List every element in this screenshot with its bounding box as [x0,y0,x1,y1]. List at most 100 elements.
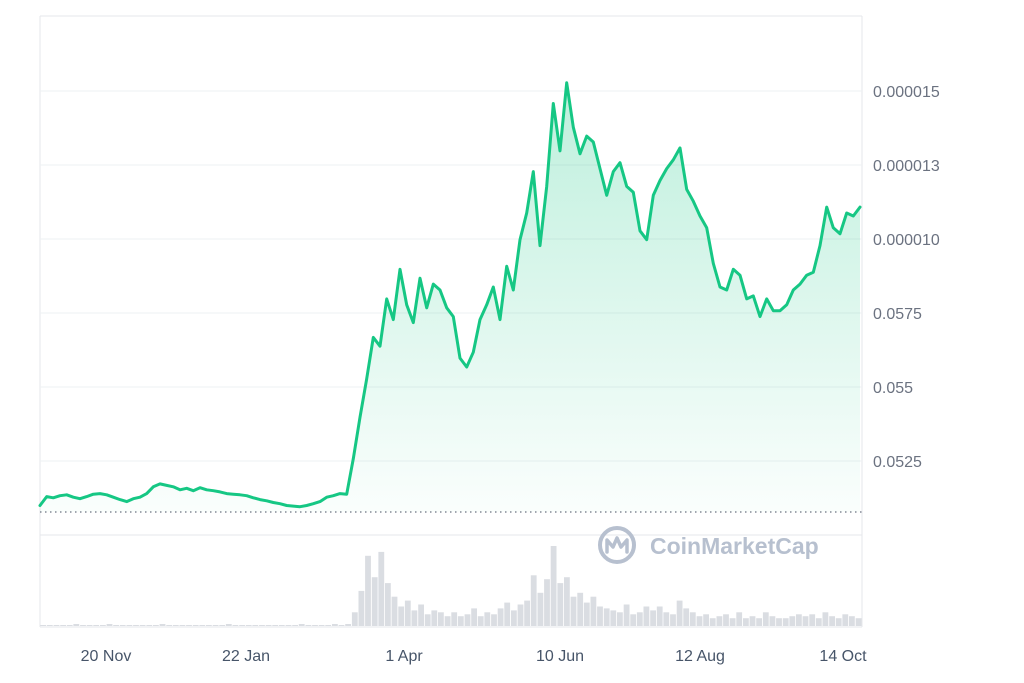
volume-bar [73,624,80,626]
volume-bar [497,608,504,626]
y-axis-ticks: 0.0525 0.055 0.0575 0.000010 0.000013 0.00001… [873,84,940,471]
price-line [38,81,862,509]
volume-bar [557,583,564,626]
volume-bar [822,612,829,626]
volume-bar [650,610,656,626]
volume-bar [146,625,153,626]
volume-bar [577,592,584,626]
volume-bar [418,604,424,626]
volume-bar [179,625,186,626]
volume-bars [40,546,862,626]
x-tick-label: 14 Oct [819,648,867,665]
volume-bar [464,614,471,626]
volume-bar [809,614,816,626]
x-tick-label: 10 Jun [536,648,584,665]
volume-bar [676,600,683,626]
volume-bar [491,614,497,626]
volume-bar [239,625,245,626]
volume-bar [86,625,93,626]
volume-bar [776,618,782,626]
volume-bar [709,618,716,626]
x-tick-label: 22 Jan [222,648,270,665]
volume-bar [225,624,232,626]
volume-bar [643,606,650,626]
volume-bar [358,590,365,626]
volume-bar [782,618,789,626]
volume-bar [815,618,822,626]
volume-bar [232,625,239,626]
volume-bar [590,596,597,626]
volume-bar [438,612,444,626]
x-tick-label: 12 Aug [675,648,725,665]
volume-bar [252,625,259,626]
volume-bar [126,625,133,626]
volume-bar [617,612,623,626]
volume-bar [292,625,298,626]
volume-bar [106,624,113,626]
y-tick-label: 0.000010 [873,232,940,249]
volume-bar [517,604,524,626]
volume-bar [636,612,643,626]
volume-bar [835,618,842,626]
volume-bar [159,624,166,626]
volume-bar [743,618,749,626]
volume-bar [385,583,391,626]
volume-bar [153,625,159,626]
volume-bar [829,616,835,626]
volume-bar [683,608,690,626]
volume-bar [471,608,477,626]
coinmarketcap-logo-icon [598,526,636,564]
volume-bar [689,612,696,626]
volume-bar [46,625,53,626]
volume-bar [603,608,610,626]
volume-bar [338,625,345,626]
volume-bar [93,625,100,626]
volume-bar [696,616,703,626]
volume-bar [670,614,676,626]
volume-bar [100,625,106,626]
price-area-fill [40,82,860,513]
volume-bar [199,625,206,626]
volume-bar [53,625,60,626]
volume-bar [762,612,769,626]
volume-bar [564,577,570,626]
volume-bar [365,555,371,626]
y-tick-label: 0.000015 [873,84,940,101]
volume-bar [245,625,252,626]
volume-bar [703,614,709,626]
volume-bar [113,625,119,626]
volume-bar [398,606,405,626]
volume-bar [511,610,517,626]
volume-bar [312,625,318,626]
volume-bar [610,610,617,626]
y-tick-label: 0.0525 [873,454,922,471]
watermark-text: CoinMarketCap [650,533,819,559]
volume-bar [40,625,47,626]
volume-bar [550,546,557,626]
volume-bar [212,625,219,626]
volume-bar [345,624,351,626]
volume-bar [139,625,146,626]
volume-bar [166,625,173,626]
volume-bar [570,596,577,626]
volume-bar [623,604,630,626]
volume-bar [716,616,723,626]
volume-bar [298,624,305,626]
volume-bar [544,579,550,626]
volume-bar [172,625,179,626]
y-tick-label: 0.0575 [873,306,922,323]
y-tick-label: 0.055 [873,380,913,397]
volume-bar [723,614,729,626]
volume-bar [332,624,338,626]
volume-bar [477,616,484,626]
volume-bar [119,625,126,626]
volume-bar [855,618,862,626]
y-tick-label: 0.000013 [873,158,940,175]
volume-bar [630,614,637,626]
volume-bar [285,625,292,626]
volume-bar [663,612,670,626]
volume-bar [404,600,411,626]
volume-bar [80,625,86,626]
volume-bar [583,602,590,626]
